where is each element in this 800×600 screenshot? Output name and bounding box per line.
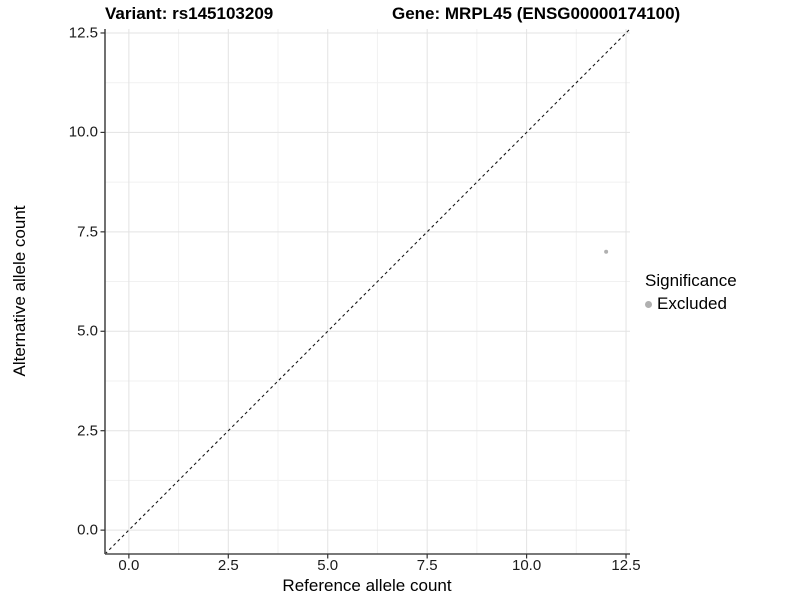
y-axis-title: Alternative allele count (10, 205, 29, 377)
x-tick-label: 12.5 (611, 557, 641, 574)
data-point (604, 249, 609, 254)
x-tick-label: 0.0 (118, 557, 140, 574)
legend-item: Excluded (645, 294, 737, 314)
plot-title-variant: Variant: rs145103209 (105, 4, 274, 23)
x-axis-title: Reference allele count (282, 576, 452, 595)
legend-item-label: Excluded (657, 294, 727, 313)
legend: Significance Excluded (645, 271, 737, 314)
x-tick-label: 10.0 (511, 557, 542, 574)
legend-title: Significance (645, 271, 737, 290)
x-tick-label: 7.5 (416, 557, 438, 574)
y-tick-label: 12.5 (68, 24, 98, 42)
identity-line (104, 28, 631, 555)
y-tick-label: 2.5 (77, 422, 98, 440)
plot-title-gene: Gene: MRPL45 (ENSG00000174100) (392, 4, 681, 23)
legend-items: Excluded (645, 294, 737, 314)
x-tick-label: 2.5 (217, 557, 239, 574)
y-tick-label: 7.5 (77, 223, 98, 241)
y-tick-label: 5.0 (77, 322, 98, 340)
x-tick-label: 5.0 (317, 557, 339, 574)
y-tick-label: 10.0 (68, 123, 98, 141)
y-tick-label: 0.0 (77, 521, 98, 539)
legend-point-icon (645, 300, 652, 308)
